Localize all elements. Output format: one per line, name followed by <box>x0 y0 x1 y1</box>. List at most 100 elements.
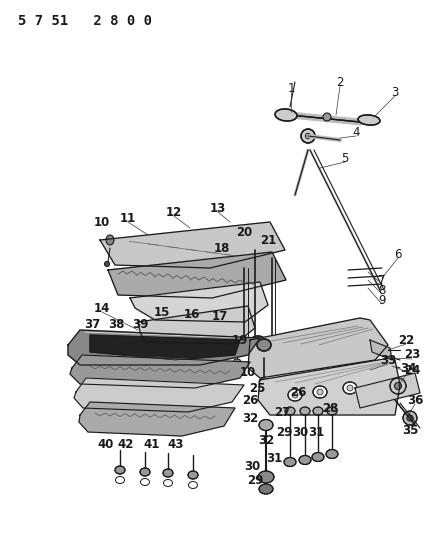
Text: 16: 16 <box>184 308 200 320</box>
Ellipse shape <box>259 419 273 431</box>
Ellipse shape <box>300 407 310 415</box>
Text: 35: 35 <box>402 424 418 437</box>
Text: 10: 10 <box>240 366 256 378</box>
Ellipse shape <box>403 411 417 425</box>
Text: 12: 12 <box>166 206 182 219</box>
Text: 29: 29 <box>247 473 263 487</box>
Text: 42: 42 <box>118 439 134 451</box>
Text: 29: 29 <box>276 425 292 439</box>
Text: 13: 13 <box>210 201 226 214</box>
Text: 8: 8 <box>378 284 386 296</box>
Polygon shape <box>70 355 250 388</box>
Ellipse shape <box>323 113 331 121</box>
Ellipse shape <box>250 336 266 348</box>
Ellipse shape <box>196 355 204 361</box>
Ellipse shape <box>258 471 274 483</box>
Text: 41: 41 <box>144 439 160 451</box>
Text: 43: 43 <box>168 439 184 451</box>
Ellipse shape <box>285 407 295 415</box>
Text: 14: 14 <box>94 302 110 314</box>
Ellipse shape <box>233 359 241 365</box>
Text: 2: 2 <box>336 76 344 88</box>
Ellipse shape <box>390 378 406 394</box>
Text: 30: 30 <box>292 425 308 439</box>
Polygon shape <box>90 335 240 360</box>
Ellipse shape <box>257 339 271 351</box>
Ellipse shape <box>305 133 311 139</box>
Ellipse shape <box>313 386 327 398</box>
Text: 22: 22 <box>398 334 414 346</box>
Text: 23: 23 <box>404 349 420 361</box>
Polygon shape <box>79 402 235 436</box>
Text: 15: 15 <box>154 305 170 319</box>
Polygon shape <box>355 373 420 408</box>
Polygon shape <box>248 318 388 378</box>
Text: 32: 32 <box>242 411 258 424</box>
Text: 18: 18 <box>214 241 230 254</box>
Text: 19: 19 <box>232 334 248 346</box>
Ellipse shape <box>313 407 323 415</box>
Polygon shape <box>74 378 244 412</box>
Ellipse shape <box>259 484 273 494</box>
Text: 5 7 51   2 8 0 0: 5 7 51 2 8 0 0 <box>18 14 152 28</box>
Ellipse shape <box>343 382 357 394</box>
Text: 26: 26 <box>290 386 306 400</box>
Ellipse shape <box>407 415 413 421</box>
Ellipse shape <box>188 471 198 479</box>
Text: 27: 27 <box>274 406 290 418</box>
Ellipse shape <box>288 389 302 401</box>
Text: 10: 10 <box>94 215 110 229</box>
Text: 5: 5 <box>341 151 349 165</box>
Ellipse shape <box>395 383 402 390</box>
Polygon shape <box>68 330 260 365</box>
Text: 38: 38 <box>108 319 124 332</box>
Ellipse shape <box>140 468 150 476</box>
Text: 3: 3 <box>391 85 399 99</box>
Text: 34: 34 <box>400 361 416 375</box>
Text: 31: 31 <box>308 425 324 439</box>
Ellipse shape <box>312 453 324 462</box>
Text: 17: 17 <box>212 310 228 322</box>
Ellipse shape <box>115 466 125 474</box>
Text: 11: 11 <box>120 212 136 224</box>
Text: 24: 24 <box>404 364 420 376</box>
Polygon shape <box>108 252 286 298</box>
Ellipse shape <box>326 449 338 458</box>
Text: 7: 7 <box>378 273 386 287</box>
Text: 4: 4 <box>352 125 360 139</box>
Polygon shape <box>130 282 268 322</box>
Text: 20: 20 <box>236 225 252 238</box>
Text: 37: 37 <box>84 319 100 332</box>
Text: 1: 1 <box>287 82 295 94</box>
Text: 21: 21 <box>260 233 276 246</box>
Text: 33: 33 <box>380 353 396 367</box>
Ellipse shape <box>317 389 323 395</box>
Text: 30: 30 <box>244 459 260 472</box>
Ellipse shape <box>259 378 269 386</box>
Text: 25: 25 <box>249 382 265 394</box>
Ellipse shape <box>347 385 353 391</box>
Text: 9: 9 <box>378 294 386 306</box>
Ellipse shape <box>214 357 222 363</box>
Ellipse shape <box>106 235 114 245</box>
Text: 39: 39 <box>132 319 148 332</box>
Ellipse shape <box>358 115 380 125</box>
Polygon shape <box>100 222 285 268</box>
Text: 36: 36 <box>407 393 423 407</box>
Ellipse shape <box>163 469 173 477</box>
Polygon shape <box>258 358 400 415</box>
Ellipse shape <box>299 456 311 464</box>
Text: 28: 28 <box>322 401 338 415</box>
Ellipse shape <box>327 407 337 415</box>
Text: 6: 6 <box>394 248 402 262</box>
Text: 32: 32 <box>258 433 274 447</box>
Ellipse shape <box>292 392 298 398</box>
Polygon shape <box>370 340 392 360</box>
Ellipse shape <box>301 129 315 143</box>
Text: 26: 26 <box>242 393 258 407</box>
Ellipse shape <box>105 262 109 266</box>
Polygon shape <box>138 306 255 344</box>
Text: 40: 40 <box>98 439 114 451</box>
Ellipse shape <box>275 109 297 121</box>
Text: 31: 31 <box>266 451 282 464</box>
